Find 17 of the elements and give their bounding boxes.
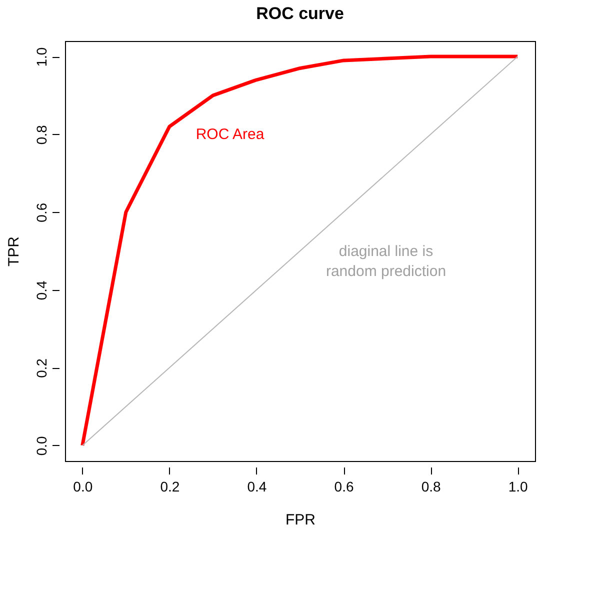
x-tick-label: 0.0 (73, 478, 93, 494)
x-axis-title: FPR (286, 512, 316, 528)
y-tick-label: 0.6 (34, 202, 50, 222)
annotation: ROC Area (196, 126, 265, 143)
x-tick-label: 0.8 (421, 478, 441, 494)
y-tick-label: 0.0 (34, 436, 50, 456)
y-axis-title: TPR (6, 236, 22, 266)
y-tick-label: 0.4 (34, 280, 50, 300)
y-tick-label: 0.8 (34, 124, 50, 145)
y-tick-label: 0.2 (34, 358, 50, 378)
x-tick-label: 1.0 (508, 478, 528, 494)
chart-title: ROC curve (256, 4, 344, 23)
x-tick-label: 0.4 (247, 478, 267, 494)
y-tick-label: 1.0 (34, 47, 50, 67)
x-tick-label: 0.2 (160, 478, 180, 494)
annotation: diaginal line is random prediction (326, 243, 446, 280)
x-tick-label: 0.6 (334, 478, 354, 494)
